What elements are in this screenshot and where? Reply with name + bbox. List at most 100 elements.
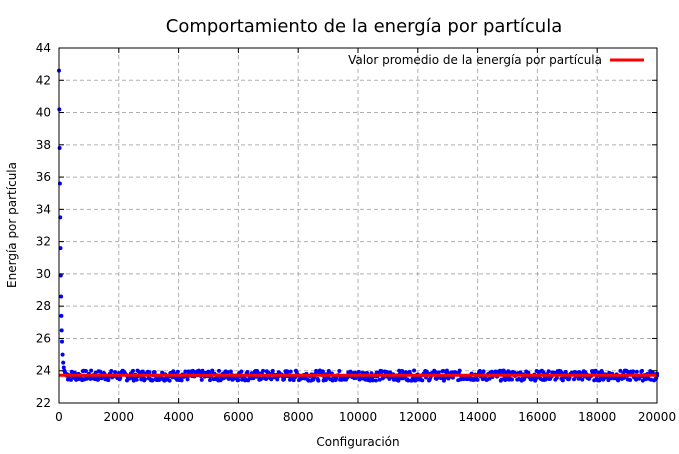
energy-point <box>106 378 111 383</box>
energy-point <box>580 377 585 382</box>
y-tick-label: 24 <box>36 364 51 378</box>
energy-point <box>608 376 613 381</box>
y-tick-label: 36 <box>36 170 51 184</box>
energy-point <box>239 369 244 374</box>
energy-point <box>475 377 480 382</box>
energy-point <box>457 368 462 373</box>
energy-point <box>60 352 65 357</box>
energy-point <box>147 370 152 375</box>
energy-point <box>140 369 145 374</box>
energy-point <box>370 378 375 383</box>
energy-point <box>640 368 645 373</box>
y-tick-label: 44 <box>36 41 51 55</box>
energy-point <box>208 378 212 383</box>
energy-point <box>337 369 342 374</box>
y-tick-label: 28 <box>36 299 51 313</box>
energy-point <box>367 378 372 383</box>
legend-entry-label: Valor promedio de la energía por partícu… <box>348 53 602 67</box>
energy-point <box>356 369 361 374</box>
y-tick-label: 22 <box>36 396 51 410</box>
energy-point <box>58 273 63 278</box>
energy-point <box>546 369 551 374</box>
energy-point <box>387 376 392 381</box>
x-tick-label: 12000 <box>399 410 437 424</box>
energy-point <box>373 378 378 383</box>
legend: Valor promedio de la energía por partícu… <box>348 53 644 67</box>
energy-point <box>288 369 293 374</box>
x-tick-label: 10000 <box>339 410 377 424</box>
energy-point <box>379 369 384 374</box>
energy-point <box>291 378 296 383</box>
energy-point <box>59 339 64 344</box>
energy-point <box>251 376 256 381</box>
energy-point <box>270 368 275 373</box>
y-axis-label: Energía por partícula <box>5 162 19 288</box>
energy-point <box>406 378 411 383</box>
x-tick-label: 18000 <box>578 410 616 424</box>
energy-point <box>264 377 269 382</box>
energy-point <box>167 378 172 383</box>
energy-point <box>175 369 180 374</box>
energy-point <box>441 368 446 373</box>
energy-point <box>572 377 577 382</box>
x-tick-label: 8000 <box>283 410 314 424</box>
energy-point <box>68 377 73 382</box>
y-tick-label: 32 <box>36 235 51 249</box>
energy-point <box>113 370 118 375</box>
energy-point <box>593 368 598 373</box>
energy-point <box>458 377 463 382</box>
energy-point <box>397 368 402 373</box>
energy-point <box>509 377 514 382</box>
energy-point <box>320 369 325 374</box>
energy-point <box>498 368 503 373</box>
energy-point <box>541 370 546 375</box>
y-tick-label: 34 <box>36 202 51 216</box>
energy-point <box>83 368 88 373</box>
energy-point <box>499 377 504 382</box>
energy-point <box>185 377 190 382</box>
energy-point <box>631 369 636 374</box>
energy-point <box>118 375 123 380</box>
y-tick-label: 42 <box>36 73 51 87</box>
energy-point <box>109 368 114 373</box>
energy-point <box>236 378 241 383</box>
energy-point <box>59 328 64 333</box>
energy-point <box>225 370 230 375</box>
x-tick-label: 0 <box>55 410 63 424</box>
energy-point <box>412 368 417 373</box>
x-axis-label: Configuración <box>316 435 399 449</box>
energy-point <box>131 368 135 373</box>
energy-point <box>261 368 266 373</box>
energy-point <box>134 377 139 382</box>
y-tick-label: 40 <box>36 106 51 120</box>
energy-point <box>269 377 274 382</box>
energy-point <box>436 370 441 375</box>
grid <box>59 48 657 403</box>
energy-point <box>420 378 425 383</box>
energy-point <box>649 377 654 382</box>
y-tick-label: 30 <box>36 267 51 281</box>
energy-point <box>258 377 263 382</box>
energy-point <box>628 378 633 383</box>
x-tick-label: 14000 <box>459 410 497 424</box>
energy-point <box>61 360 66 365</box>
energy-point <box>560 378 565 383</box>
energy-point <box>150 378 155 383</box>
energy-point <box>634 369 639 374</box>
energy-point <box>618 368 623 373</box>
ticks: 0 2000 4000 6000 8000 10000 12000 14000 16000 180… <box>36 41 676 424</box>
energy-point <box>228 369 233 374</box>
energy-point <box>59 313 64 318</box>
energy-point <box>59 294 64 299</box>
energy-point <box>477 368 482 373</box>
energy-point <box>643 377 648 382</box>
x-tick-label: 6000 <box>223 410 254 424</box>
energy-point <box>441 378 446 383</box>
energy-point <box>554 375 559 380</box>
energy-point <box>487 376 492 381</box>
y-tick-label: 38 <box>36 138 51 152</box>
energy-point <box>142 377 147 382</box>
energy-point <box>377 377 382 382</box>
energy-point <box>255 370 260 375</box>
